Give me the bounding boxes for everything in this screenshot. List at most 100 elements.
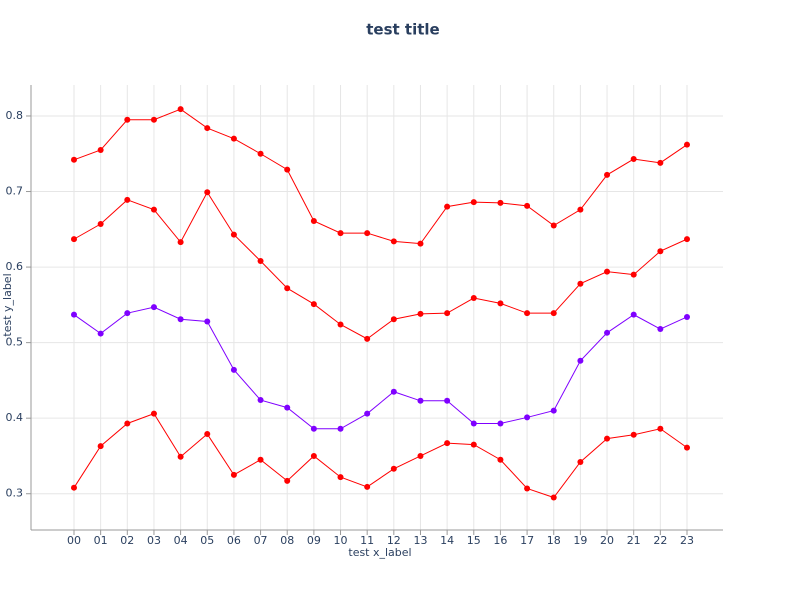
data-point (204, 431, 211, 438)
series-line (73, 191, 688, 340)
x-tick-label: 22 (653, 534, 667, 547)
data-point (71, 236, 77, 243)
data-point (230, 231, 237, 238)
data-point (604, 268, 611, 275)
data-point (497, 456, 504, 463)
x-tick-label: 21 (627, 534, 641, 547)
data-point (524, 310, 531, 317)
data-point (657, 248, 664, 255)
data-point (524, 485, 531, 492)
x-tick-label: 09 (307, 534, 321, 547)
data-point (550, 494, 557, 501)
x-tick-label: 04 (174, 534, 188, 547)
data-point (417, 310, 424, 317)
data-point (444, 440, 451, 447)
y-tick-label: 0.5 (6, 336, 24, 349)
data-point (524, 414, 531, 421)
data-point (337, 425, 344, 432)
data-point (177, 453, 184, 460)
x-tick-label: 20 (600, 534, 614, 547)
data-point (204, 318, 211, 325)
x-tick-label: 06 (227, 534, 241, 547)
data-point (390, 388, 397, 395)
data-point (684, 236, 690, 243)
x-tick-label: 03 (147, 534, 161, 547)
data-point (150, 304, 157, 311)
data-point (124, 116, 131, 123)
data-point (470, 420, 477, 427)
data-point (550, 222, 557, 229)
series-line (73, 413, 688, 499)
data-point (577, 459, 584, 466)
data-point (444, 397, 451, 404)
data-point (310, 217, 317, 224)
data-point (71, 311, 77, 318)
data-point (337, 474, 344, 481)
data-point (97, 221, 104, 228)
x-tick-label: 10 (334, 534, 348, 547)
y-tick-label: 0.6 (6, 260, 24, 273)
data-point (150, 410, 157, 417)
data-point (497, 420, 504, 427)
data-point (124, 420, 131, 427)
data-point (550, 310, 557, 317)
data-point (124, 196, 131, 203)
x-tick-label: 15 (467, 534, 481, 547)
x-tick-label: 14 (440, 534, 454, 547)
y-axis-label: test y_label (1, 273, 14, 336)
y-tick-label: 0.7 (6, 185, 24, 198)
data-point (417, 452, 424, 459)
grid (31, 85, 723, 530)
data-point (470, 441, 477, 448)
x-tick-label: 01 (94, 534, 108, 547)
data-point (257, 456, 264, 463)
data-point (444, 310, 451, 317)
data-point (230, 135, 237, 142)
data-point (337, 321, 344, 328)
data-point (97, 443, 104, 450)
x-tick-label: 19 (573, 534, 587, 547)
series-line (73, 108, 688, 245)
data-point (577, 280, 584, 287)
data-point (177, 106, 184, 113)
x-tick-label: 18 (547, 534, 561, 547)
data-point (284, 477, 291, 484)
plot-area (71, 106, 690, 501)
data-point (364, 410, 371, 417)
data-point (364, 230, 371, 237)
x-tick-label: 00 (67, 534, 81, 547)
y-tick-label: 0.3 (6, 487, 24, 500)
x-axis-label: test x_label (348, 546, 411, 559)
data-point (497, 199, 504, 206)
data-point (150, 116, 157, 123)
x-tick-label: 12 (387, 534, 401, 547)
data-point (630, 156, 637, 163)
x-tick-label: 02 (120, 534, 134, 547)
data-point (204, 189, 211, 196)
data-point (284, 404, 291, 411)
data-point (364, 483, 371, 490)
x-tick-label: 08 (280, 534, 294, 547)
data-point (550, 407, 557, 414)
data-point (604, 435, 611, 442)
data-point (97, 330, 104, 337)
data-point (684, 444, 690, 451)
data-point (390, 238, 397, 245)
data-point (497, 300, 504, 307)
data-point (337, 230, 344, 237)
data-point (230, 471, 237, 478)
data-point (684, 141, 690, 148)
data-point (177, 239, 184, 246)
data-point (230, 366, 237, 373)
data-point (684, 313, 690, 320)
data-point (470, 199, 477, 206)
data-point (71, 484, 77, 491)
series-line (73, 306, 688, 430)
data-point (630, 431, 637, 438)
data-point (257, 150, 264, 157)
y-tick-label: 0.4 (6, 411, 24, 424)
data-point (257, 258, 264, 265)
x-tick-label: 11 (360, 534, 374, 547)
data-point (71, 156, 77, 163)
